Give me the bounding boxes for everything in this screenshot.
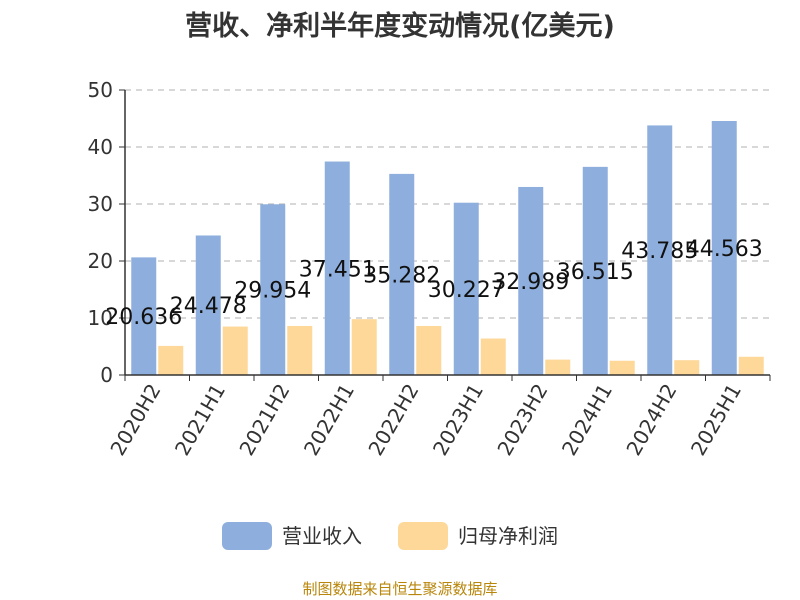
revenue-bar	[389, 173, 415, 375]
revenue-data-label: 32.989	[492, 270, 569, 295]
source-note: 制图数据来自恒生聚源数据库	[302, 580, 498, 598]
net-profit-bar	[158, 345, 184, 375]
legend-swatch-net-profit	[398, 522, 448, 550]
x-tick-label: 2021H1	[170, 380, 230, 460]
net-profit-bar	[222, 326, 248, 375]
x-tick-label: 2023H2	[492, 380, 552, 460]
revenue-bar	[647, 125, 673, 375]
revenue-data-label: 29.954	[234, 279, 311, 304]
x-tick-label: 2025H1	[686, 380, 746, 460]
net-profit-bar	[738, 356, 764, 375]
net-profit-bar	[351, 319, 377, 375]
legend: 营业收入 归母净利润	[222, 522, 558, 550]
x-tick-label: 2024H1	[557, 380, 617, 460]
revenue-data-label: 37.451	[299, 257, 376, 282]
revenue-bar	[324, 161, 350, 375]
x-tick-label: 2020H2	[105, 380, 165, 460]
revenue-data-label: 44.563	[686, 237, 763, 262]
legend-swatch-revenue	[222, 522, 272, 550]
revenue-bar	[711, 120, 737, 375]
revenue-bar	[453, 202, 479, 375]
net-profit-bar	[416, 325, 442, 375]
revenue-bar	[582, 166, 608, 375]
revenue-data-label: 36.515	[557, 260, 634, 285]
y-tick-label: 20	[88, 249, 113, 273]
revenue-data-label: 24.478	[170, 294, 247, 319]
net-profit-bar	[480, 338, 506, 375]
bars-group	[131, 120, 764, 375]
revenue-bar	[260, 204, 286, 375]
revenue-data-label: 35.282	[363, 263, 440, 288]
revenue-data-label: 20.636	[105, 305, 182, 330]
y-tick-label: 50	[88, 78, 113, 102]
revenue-data-label: 30.227	[428, 278, 505, 303]
x-tick-label: 2023H1	[428, 380, 488, 460]
data-labels: 20.63624.47829.95437.45135.28230.22732.9…	[105, 237, 762, 330]
x-tick-label: 2021H2	[234, 380, 294, 460]
legend-label-revenue: 营业收入	[282, 524, 362, 548]
y-tick-label: 40	[88, 135, 113, 159]
revenue-bar	[195, 235, 221, 375]
net-profit-bar	[609, 360, 635, 375]
net-profit-bar	[287, 325, 313, 375]
x-tick-label: 2024H2	[621, 380, 681, 460]
legend-label-net-profit: 归母净利润	[458, 524, 558, 548]
net-profit-bar	[674, 360, 700, 375]
revenue-bar	[518, 186, 544, 375]
grid-lines	[125, 89, 770, 319]
net-profit-bar	[545, 359, 571, 375]
y-tick-label: 0	[100, 363, 113, 387]
chart-title: 营收、净利半年度变动情况(亿美元)	[185, 11, 615, 42]
revenue-data-label: 43.785	[621, 239, 698, 264]
y-tick-label: 30	[88, 192, 113, 216]
revenue-bar	[131, 257, 157, 375]
x-tick-label: 2022H1	[299, 380, 359, 460]
x-tick-label: 2022H2	[363, 380, 423, 460]
y-tick-label: 10	[88, 306, 113, 330]
